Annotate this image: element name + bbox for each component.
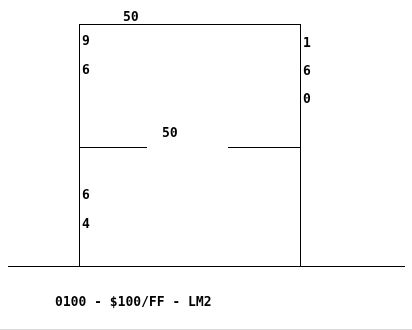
right-depth-digit: 6 xyxy=(303,64,311,79)
lot-top-boundary xyxy=(79,24,301,25)
right-depth-digit: 0 xyxy=(303,92,311,107)
zoning-caption: 0100 - $100/FF - LM2 xyxy=(55,295,212,310)
left-upper-depth-digit: 6 xyxy=(82,63,90,78)
left-upper-depth-digit: 9 xyxy=(82,34,90,49)
middle-width-label: 50 xyxy=(162,126,178,141)
split-line-left xyxy=(79,147,147,148)
street-line xyxy=(8,266,405,267)
lot-left-boundary xyxy=(79,24,80,267)
split-line-right xyxy=(228,147,301,148)
right-depth-digit: 1 xyxy=(303,36,311,51)
lot-right-boundary xyxy=(300,24,301,267)
top-width-label: 50 xyxy=(123,10,139,25)
left-lower-depth-digit: 4 xyxy=(82,217,90,232)
left-lower-depth-digit: 6 xyxy=(82,188,90,203)
